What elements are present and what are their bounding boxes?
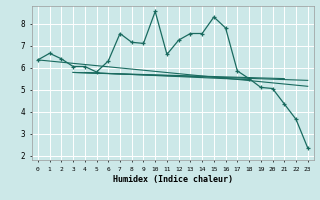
X-axis label: Humidex (Indice chaleur): Humidex (Indice chaleur) <box>113 175 233 184</box>
